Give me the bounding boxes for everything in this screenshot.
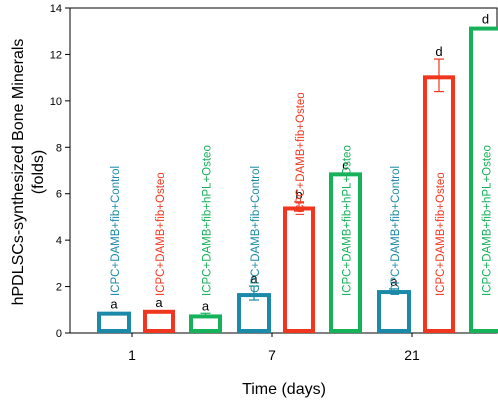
- series-label-1: ICPC+DAMB+fib+Control: [390, 166, 402, 296]
- x-tick-label: 1: [128, 347, 136, 363]
- series-label-3: ICPC+DAMB+fib+hPL+Osteo: [202, 145, 214, 296]
- y-tick-label: 14: [50, 3, 62, 15]
- significance-letter: a: [110, 297, 118, 312]
- series-label-3: ICPC+DAMB+fib+hPL+Osteo: [482, 145, 494, 296]
- series-label-2: ICPC+DAMB+fib+Osteo: [295, 92, 307, 216]
- bar-3-day-7: [329, 172, 362, 333]
- significance-letter: d: [482, 12, 489, 27]
- significance-letter: a: [250, 271, 258, 286]
- bar-3-day-21: [469, 26, 498, 333]
- bar-2-day-1: [143, 309, 175, 333]
- series-label-2: ICPC+DAMB+fib+Osteo: [435, 172, 447, 296]
- y-tick-label: 4: [56, 235, 62, 247]
- y-tick-label: 8: [56, 142, 62, 154]
- bar-3-day-1: [189, 314, 222, 333]
- y-axis-label-line2: (folds): [30, 150, 47, 194]
- significance-letter: a: [202, 298, 210, 313]
- significance-letter: a: [390, 274, 398, 289]
- significance-letter: d: [435, 44, 442, 59]
- series-label-2: ICPC+DAMB+fib+Osteo: [155, 172, 167, 296]
- y-tick-label: 10: [50, 96, 62, 108]
- significance-letter: b: [295, 187, 302, 202]
- significance-letter: c: [342, 157, 349, 172]
- y-tick-label: 6: [56, 189, 62, 201]
- plot-area: 024681012141aICPC+DAMB+fib+ControlaICPC+…: [50, 3, 498, 363]
- y-axis-title: hPDLSCs-synthesized Bone Minerals (folds…: [10, 39, 47, 306]
- y-tick-label: 2: [56, 282, 62, 294]
- bar-2-day-7: [283, 206, 315, 334]
- y-axis-label-line1: hPDLSCs-synthesized Bone Minerals: [10, 39, 27, 306]
- x-axis-label: Time (days): [242, 381, 326, 398]
- bar-1-day-1: [97, 311, 131, 333]
- bar-2-day-21: [423, 75, 455, 333]
- series-label-1: ICPC+DAMB+fib+Control: [250, 166, 262, 296]
- y-tick-label: 0: [56, 328, 62, 340]
- y-tick-label: 12: [50, 49, 62, 61]
- series-label-1: ICPC+DAMB+fib+Control: [110, 166, 122, 296]
- bar-1-day-21: [377, 290, 411, 333]
- series-label-3: ICPC+DAMB+fib+hPL+Osteo: [342, 145, 354, 296]
- significance-letter: a: [155, 295, 163, 310]
- x-tick-label: 7: [268, 347, 276, 363]
- x-tick-label: 21: [404, 347, 420, 363]
